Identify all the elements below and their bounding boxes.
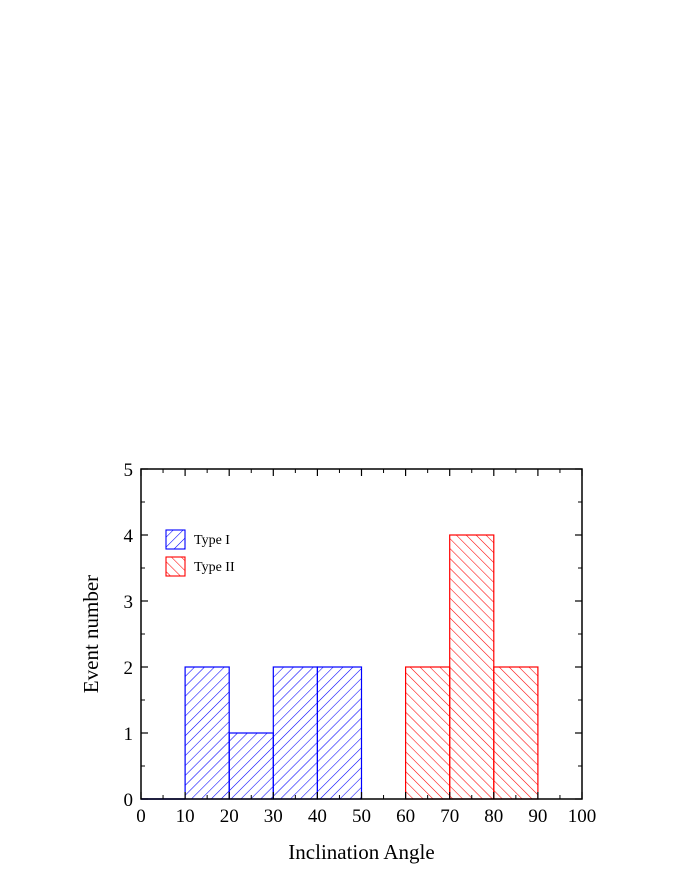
x-tick-label: 0	[136, 806, 146, 827]
y-tick-label: 1	[124, 724, 134, 745]
y-tick-label: 4	[124, 526, 134, 547]
bar-type-i-10-20	[184, 666, 230, 800]
legend: Type I Type II	[165, 529, 235, 577]
x-tick-label: 100	[568, 806, 597, 827]
bar-type-i-20-30	[228, 732, 274, 800]
bars-layer	[141, 534, 539, 800]
x-tick-label: 20	[220, 806, 239, 827]
tick-labels-layer: 0 10 20 30 40 50 60 70 80 90 100 0 1 2 3 4 5	[124, 460, 597, 827]
bar-type-ii-70-80	[449, 534, 495, 800]
y-axis-title: Event number	[79, 575, 103, 693]
plot-frame	[140, 468, 583, 800]
legend-label-type-i: Type I	[194, 533, 230, 548]
y-tick-label: 5	[124, 460, 134, 481]
x-tick-label: 50	[352, 806, 371, 827]
x-axis-title: Inclination Angle	[288, 840, 434, 864]
x-tick-label: 90	[528, 806, 547, 827]
x-tick-label: 30	[264, 806, 283, 827]
x-tick-label: 40	[308, 806, 327, 827]
x-tick-label: 60	[396, 806, 415, 827]
bar-type-ii-60-70	[405, 666, 451, 800]
legend-swatch-type-i	[165, 529, 186, 550]
legend-label-type-ii: Type II	[194, 560, 235, 575]
x-tick-label: 70	[440, 806, 459, 827]
y-tick-label: 3	[124, 592, 134, 613]
bar-type-i-40-50	[316, 666, 363, 800]
x-tick-label: 80	[484, 806, 503, 827]
x-tick-label: 10	[176, 806, 195, 827]
y-tick-label: 0	[124, 790, 134, 811]
legend-swatch-type-ii	[165, 556, 186, 577]
bar-type-i-30-40	[272, 666, 318, 800]
bar-type-ii-80-90	[493, 666, 539, 800]
y-tick-label: 2	[124, 658, 134, 679]
